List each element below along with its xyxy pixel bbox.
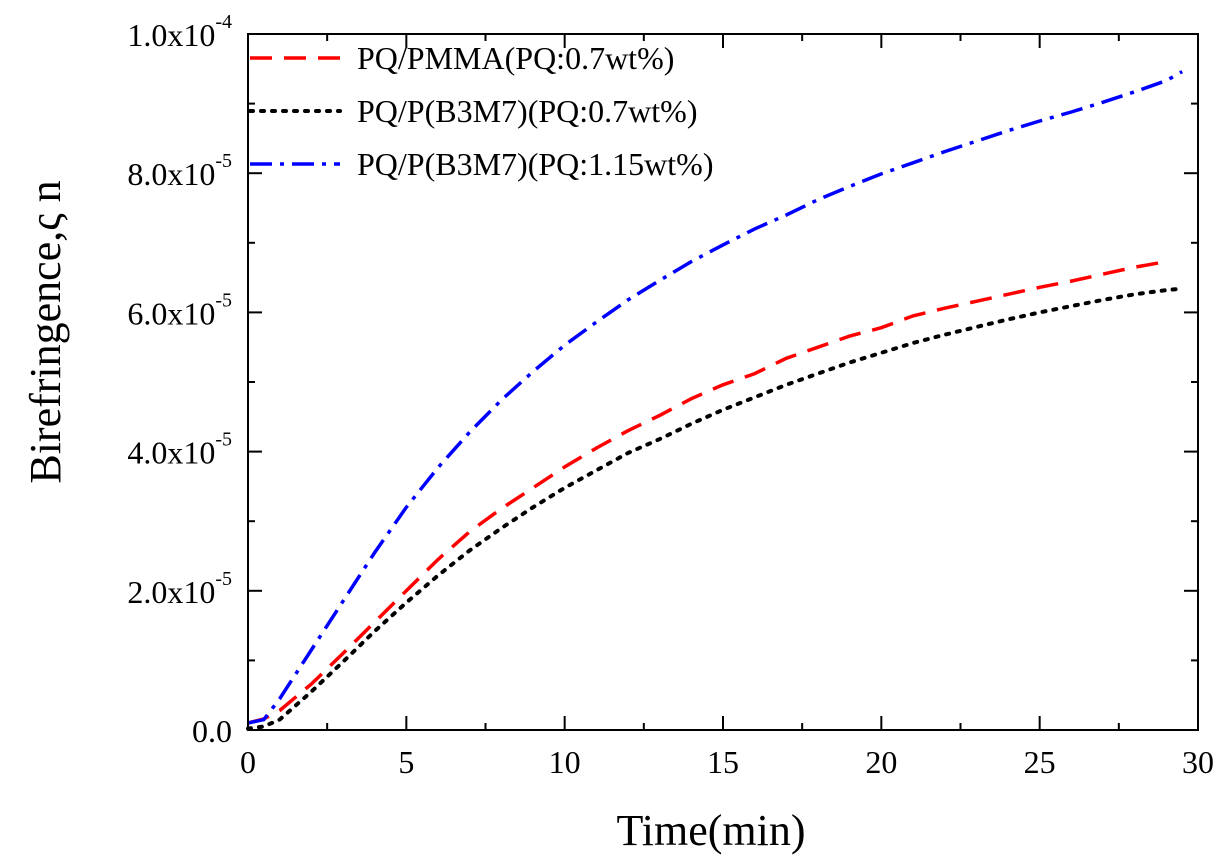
legend-label: PQ/P(B3M7)(PQ:0.7wt%) (357, 93, 697, 129)
y-axis-title: Birefringence,ς n (21, 180, 70, 483)
legend-label: PQ/PMMA(PQ:0.7wt%) (357, 40, 674, 76)
legend: PQ/PMMA(PQ:0.7wt%) PQ/P(B3M7)(PQ:0.7wt%) P… (248, 40, 713, 182)
x-tick-label: 0 (240, 744, 256, 780)
y-axis-ticks: 0.0 2.0x10-5 4.0x10-5 6.0x10-5 8.0x10-5 1.0x1… (127, 11, 1198, 749)
y-tick-label: 1.0x10-4 (127, 11, 232, 53)
x-tick-label: 10 (549, 744, 581, 780)
series-line-2 (246, 286, 1185, 731)
plot-frame (247, 33, 1199, 731)
x-tick-label: 5 (398, 744, 414, 780)
x-tick-label: 15 (707, 744, 739, 780)
x-axis-title: Time(min) (616, 806, 805, 855)
y-tick-label: 2.0x10-5 (127, 568, 232, 610)
x-axis-ticks: 0 5 10 15 20 25 30 (240, 34, 1214, 780)
x-tick-label: 30 (1182, 744, 1214, 780)
y-tick-label: 4.0x10-5 (127, 429, 232, 471)
y-tick-label: 6.0x10-5 (127, 289, 232, 331)
x-tick-label: 25 (1024, 744, 1056, 780)
series-layer (246, 70, 1185, 731)
series-line-1 (247, 259, 1167, 725)
x-tick-label: 20 (865, 744, 897, 780)
series-line-3 (247, 70, 1184, 725)
y-tick-label: 8.0x10-5 (127, 150, 232, 192)
y-tick-label: 0.0 (192, 713, 232, 749)
legend-label: PQ/P(B3M7)(PQ:1.15wt%) (357, 146, 713, 182)
